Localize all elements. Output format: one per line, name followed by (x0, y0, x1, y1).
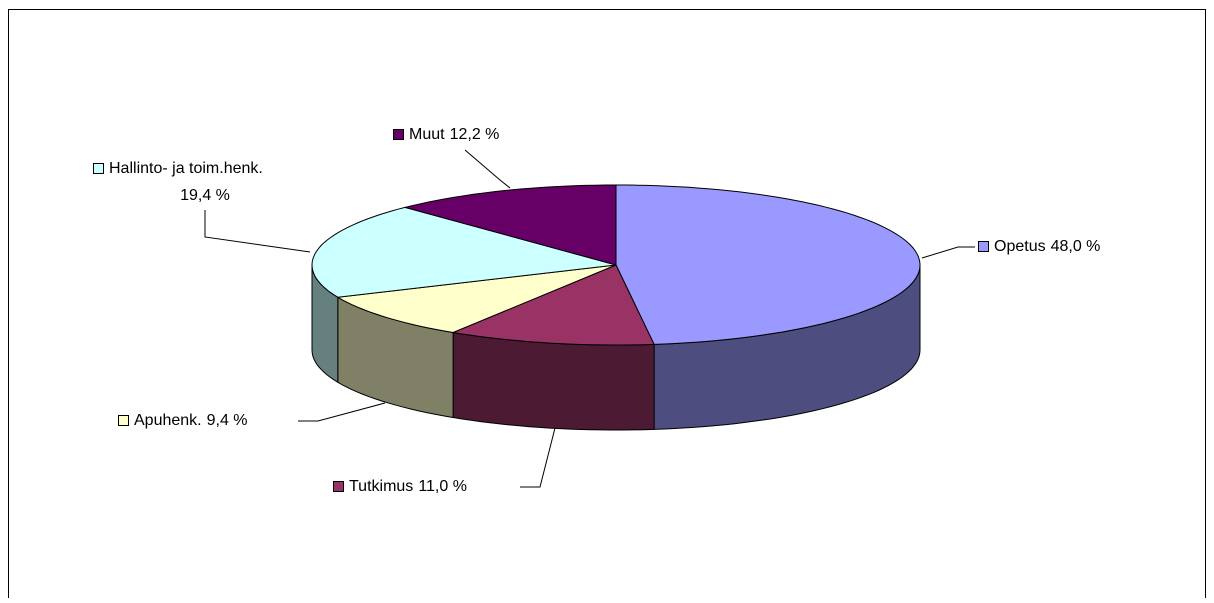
legend-swatch (333, 481, 344, 492)
slice-category: Tutkimus (349, 478, 413, 495)
leader-line (204, 210, 311, 253)
legend-swatch (978, 241, 989, 252)
legend-swatch (118, 415, 129, 426)
slice-side (452, 331, 655, 431)
slice (615, 184, 921, 345)
legend-swatch (393, 129, 404, 140)
leader-line (464, 149, 511, 189)
slice (311, 206, 617, 298)
slice-value-label: 48,0 % (1051, 238, 1101, 255)
legend-swatch (93, 163, 104, 174)
slice-value-label: 11,0 % (418, 478, 467, 495)
slice (403, 184, 617, 266)
leader-line (921, 246, 975, 259)
slice-value-label: 9,4 % (207, 412, 248, 429)
slice-category: Opetus (994, 238, 1046, 255)
slice-category: Hallinto- ja toim.henk. (109, 160, 263, 177)
slice (336, 264, 617, 334)
leader-line (298, 402, 386, 422)
slice-category: Muut (409, 126, 445, 143)
slice-category: Apuhenk. (134, 412, 202, 429)
slice (451, 264, 655, 346)
leader-line (520, 427, 556, 488)
slice-value-label: 12,2 % (450, 126, 500, 143)
slice-value-label: 19,4 % (180, 187, 230, 204)
